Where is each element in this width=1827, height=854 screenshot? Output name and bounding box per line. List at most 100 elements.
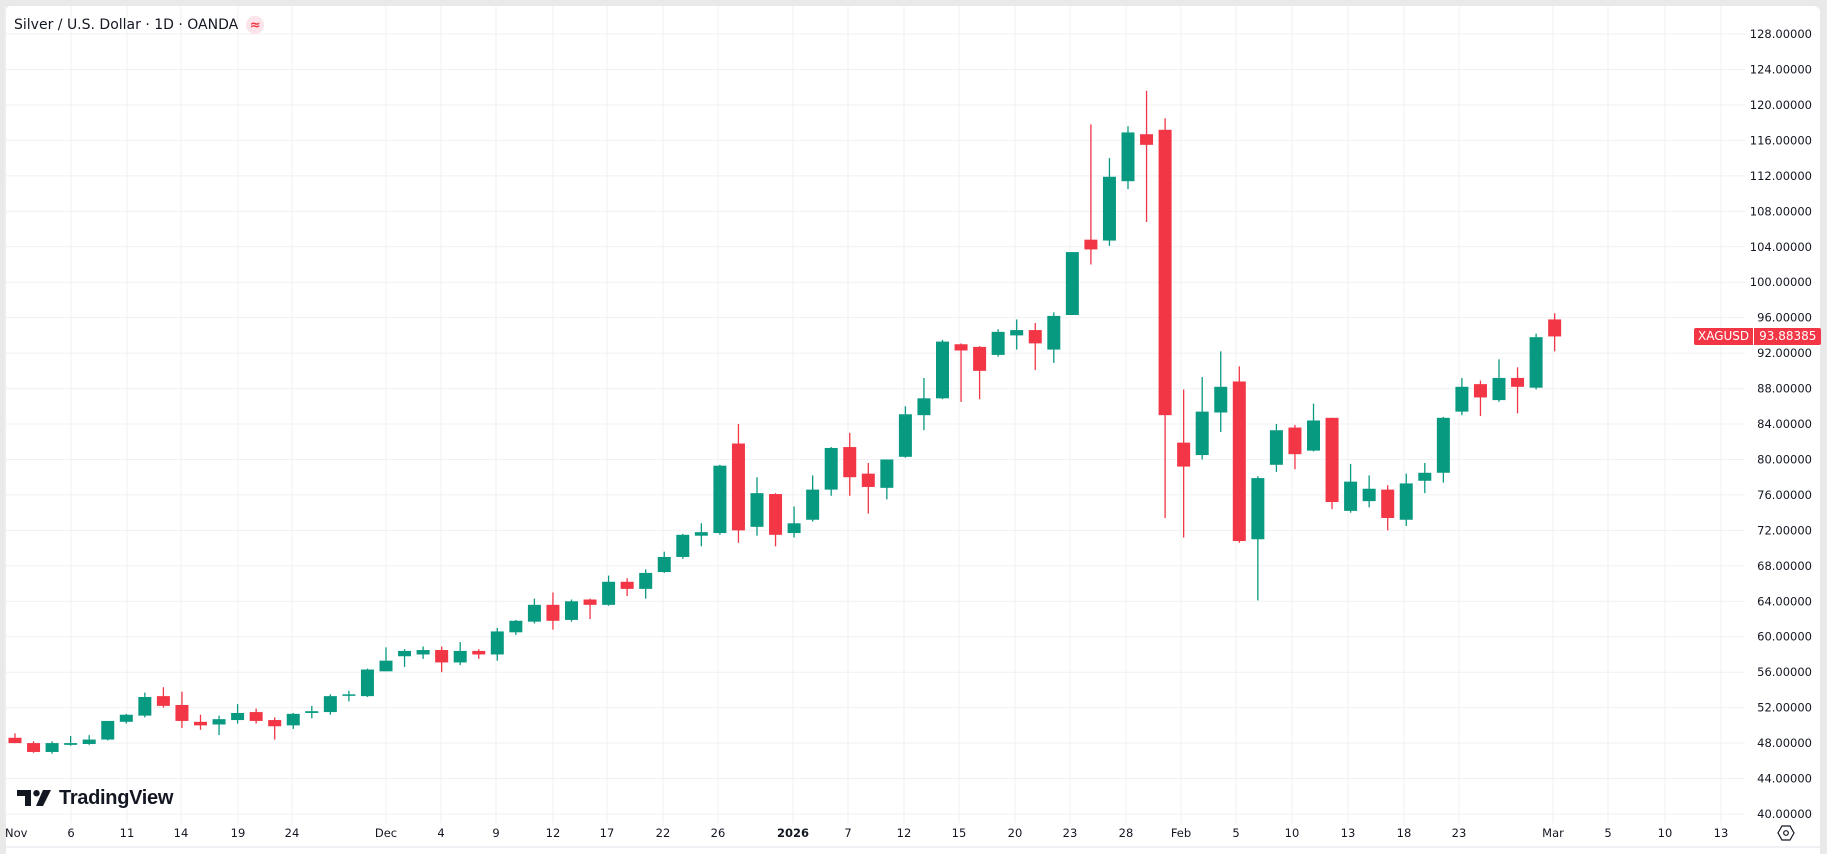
time-tick-label: 2026 (777, 826, 809, 840)
symbol-legend[interactable]: Silver / U.S. Dollar · 1D · OANDA ≈ (14, 15, 265, 35)
candle (1232, 366, 1246, 543)
candle (843, 432, 857, 496)
chart-title: Silver / U.S. Dollar · 1D · OANDA (14, 17, 239, 33)
candle (954, 343, 968, 402)
candle (1140, 90, 1154, 222)
candles (8, 90, 1562, 754)
price-tick-label: 128.00000 (1750, 27, 1812, 41)
price-tick-label: 120.00000 (1750, 98, 1812, 112)
candle (806, 475, 820, 522)
candle (156, 687, 170, 708)
price-tick-label: 108.00000 (1750, 204, 1812, 218)
candle (27, 741, 41, 753)
time-tick-label: 23 (1063, 826, 1078, 840)
candle (138, 692, 152, 718)
price-tick-label: 88.00000 (1757, 382, 1812, 396)
price-tick-label: 72.00000 (1757, 523, 1812, 537)
candle (657, 551, 671, 573)
time-tick-label: 15 (952, 826, 967, 840)
time-tick-label: 9 (492, 826, 499, 840)
candle (694, 523, 708, 547)
candle (1158, 118, 1172, 518)
time-tick-label: 4 (437, 826, 444, 840)
tradingview-logo-icon (17, 790, 51, 806)
price-tick-label: 40.00000 (1757, 807, 1812, 821)
candle (602, 575, 616, 606)
time-axis[interactable]: Nov 6 11 14 19 24 Dec 4 9 12 17 22 26 2026 7 12 15 20 23 28… (5, 826, 1728, 840)
candle (8, 733, 22, 744)
candle (824, 447, 838, 496)
price-tick-label: 76.00000 (1757, 488, 1812, 502)
candle (750, 477, 764, 536)
candle (620, 578, 634, 596)
price-tick-label: 100.00000 (1750, 275, 1812, 289)
candle (787, 506, 801, 538)
candle (1436, 416, 1450, 483)
candle (917, 377, 931, 431)
tradingview-logo-text: TradingView (59, 786, 174, 809)
candle (713, 464, 727, 535)
candle (212, 715, 226, 736)
time-tick-label: 20 (1008, 826, 1023, 840)
time-tick-label: 5 (1604, 826, 1611, 840)
price-tick-label: 48.00000 (1757, 736, 1812, 750)
price-tick-label: 68.00000 (1757, 559, 1812, 573)
candle (342, 690, 356, 702)
candle (1251, 476, 1265, 601)
grid-lines (4, 6, 1745, 823)
candle (101, 720, 115, 741)
candle (639, 569, 653, 599)
candle (45, 741, 59, 754)
price-tick-label: 52.00000 (1757, 701, 1812, 715)
price-tick-label: 84.00000 (1757, 417, 1812, 431)
approx-icon[interactable]: ≈ (246, 16, 265, 34)
candle (565, 599, 578, 622)
candle (731, 424, 745, 543)
candle (1473, 380, 1487, 417)
candle (194, 714, 207, 730)
time-tick-label: 26 (711, 826, 726, 840)
time-tick-label: 12 (546, 826, 561, 840)
chart-settings-button[interactable] (1776, 823, 1796, 843)
time-tick-label: 10 (1285, 826, 1300, 840)
candle (416, 646, 430, 659)
price-tick-label: 92.00000 (1757, 346, 1812, 360)
time-tick-label: 13 (1341, 826, 1356, 840)
price-tick-label: 116.00000 (1750, 133, 1812, 147)
time-tick-label: Nov (5, 826, 28, 840)
candle (1492, 359, 1506, 402)
price-tick-label: 112.00000 (1750, 169, 1812, 183)
time-tick-label: 18 (1397, 826, 1412, 840)
candle (286, 712, 300, 729)
candle (1028, 322, 1042, 370)
candle (82, 735, 96, 745)
price-tick-label: 60.00000 (1757, 630, 1812, 644)
candle (1084, 124, 1098, 265)
candle (1102, 158, 1116, 246)
time-tick-label: 11 (120, 826, 135, 840)
tradingview-logo[interactable]: TradingView (17, 787, 173, 809)
candle (1362, 475, 1376, 508)
candle (1269, 424, 1283, 472)
time-tick-label: Feb (1171, 826, 1191, 840)
candle (1010, 319, 1024, 350)
candle (360, 668, 374, 698)
candle (769, 493, 783, 547)
time-tick-label: 19 (231, 826, 246, 840)
time-tick-label: 28 (1119, 826, 1134, 840)
candle (323, 694, 337, 715)
candle (1455, 377, 1469, 416)
candle (1344, 463, 1358, 513)
candle (490, 627, 504, 661)
price-tick-label: 124.00000 (1750, 63, 1812, 77)
time-tick-label: 13 (1714, 826, 1729, 840)
time-tick-label: 5 (1232, 826, 1239, 840)
candle (991, 329, 1005, 357)
time-tick-label: 17 (600, 826, 615, 840)
price-axis[interactable]: 128.00000 124.00000 120.00000 116.00000 112.… (1750, 27, 1812, 821)
settings-hexagon-icon (1777, 825, 1795, 841)
candle (1047, 312, 1061, 363)
candle (435, 646, 449, 673)
price-label-value: 93.88385 (1754, 327, 1822, 345)
